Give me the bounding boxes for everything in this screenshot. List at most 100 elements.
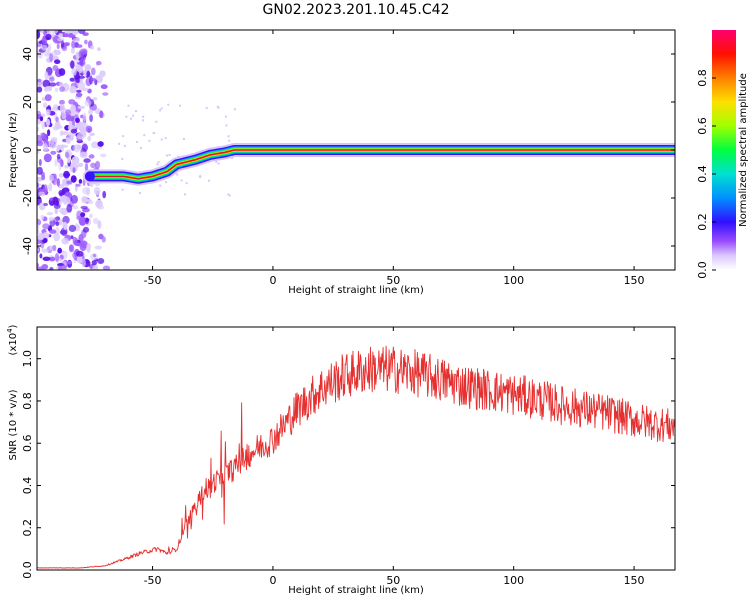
noise-speck xyxy=(217,106,220,109)
snr-y-label: SNR (10 * v/v) xyxy=(8,389,19,460)
noise-blob xyxy=(75,117,80,124)
noise-blob xyxy=(58,265,62,270)
noise-blob xyxy=(57,247,62,254)
noise-speck xyxy=(179,104,181,107)
noise-blob xyxy=(91,141,99,149)
noise-blob xyxy=(99,153,107,158)
noise-speck xyxy=(127,104,130,107)
noise-speck xyxy=(165,181,167,184)
noise-blob xyxy=(50,137,58,143)
noise-speck xyxy=(167,103,170,106)
noise-blob xyxy=(59,103,65,113)
snr-plot-area xyxy=(37,345,675,569)
noise-blob xyxy=(56,144,64,150)
noise-speck xyxy=(224,115,227,118)
spectrogram-y-ticks: -40 -20 0 20 40 xyxy=(21,47,675,255)
noise-blob xyxy=(85,217,89,225)
noise-blob xyxy=(85,125,93,133)
noise-blob xyxy=(42,232,50,240)
noise-speck xyxy=(184,193,187,196)
noise-speck xyxy=(139,191,142,194)
noise-blob xyxy=(66,204,73,213)
noise-blob xyxy=(49,245,53,251)
noise-blob xyxy=(48,182,53,192)
noise-speck xyxy=(207,179,210,182)
noise-speck xyxy=(155,120,158,123)
noise-speck xyxy=(159,184,162,187)
noise-blob xyxy=(46,118,51,127)
noise-blob xyxy=(42,238,48,244)
noise-blob xyxy=(82,187,90,195)
spectrogram-ridge xyxy=(83,143,675,186)
x-tick-label: -50 xyxy=(144,274,162,287)
noise-blob xyxy=(46,212,54,216)
colorbar-tick-label: 0.8 xyxy=(696,69,709,87)
noise-blob xyxy=(77,30,86,34)
noise-speck xyxy=(231,156,234,159)
noise-blob xyxy=(74,242,83,247)
noise-blob xyxy=(70,235,74,240)
noise-speck xyxy=(199,176,202,178)
spectrogram-y-label: Frequency (Hz) xyxy=(8,112,19,188)
noise-blob xyxy=(38,191,46,197)
noise-blob xyxy=(51,106,59,112)
noise-blob xyxy=(55,116,59,123)
noise-blob xyxy=(55,221,60,227)
noise-blob xyxy=(44,94,52,102)
noise-blob xyxy=(97,205,105,210)
noise-blob xyxy=(54,49,61,56)
y-tick-label: 0 xyxy=(21,147,34,154)
noise-blob xyxy=(46,30,51,35)
noise-speck xyxy=(164,137,167,140)
noise-blob xyxy=(86,243,92,250)
noise-blob xyxy=(37,223,40,231)
noise-speck xyxy=(160,138,163,141)
noise-blob xyxy=(65,137,71,144)
noise-blob xyxy=(43,30,47,37)
noise-blob xyxy=(99,110,104,119)
noise-blob xyxy=(74,161,80,168)
noise-blob xyxy=(79,126,86,135)
spectrogram-plot-area xyxy=(37,30,675,270)
noise-blob xyxy=(99,70,106,78)
noise-blob xyxy=(72,205,79,210)
noise-speck xyxy=(180,179,183,182)
noise-blob xyxy=(88,154,95,159)
noise-blob xyxy=(92,217,99,224)
y-tick-label: 20 xyxy=(21,95,34,109)
noise-speck xyxy=(118,142,121,145)
noise-blob xyxy=(45,33,52,41)
noise-blob xyxy=(91,260,98,266)
noise-blob xyxy=(71,40,76,49)
noise-blob xyxy=(84,39,88,45)
noise-blob xyxy=(101,236,106,243)
noise-blob xyxy=(86,70,91,78)
noise-blob xyxy=(102,190,107,199)
noise-blob xyxy=(89,213,93,219)
colorbar-ticks: 0.0 0.2 0.4 0.6 0.8 xyxy=(696,69,716,279)
noise-speck xyxy=(125,115,128,118)
noise-blob xyxy=(69,77,76,82)
noise-blob xyxy=(42,79,51,88)
noise-blob xyxy=(76,64,84,74)
noise-blob xyxy=(80,212,86,218)
noise-blob xyxy=(44,71,49,80)
noise-blob xyxy=(68,120,73,127)
noise-blob xyxy=(92,266,96,270)
noise-blob xyxy=(52,65,59,72)
noise-blob xyxy=(61,178,67,187)
x-tick-label: 150 xyxy=(624,574,645,587)
noise-blob xyxy=(79,57,86,67)
noise-blob xyxy=(39,116,44,122)
noise-blob xyxy=(43,203,48,206)
noise-blob xyxy=(61,237,69,245)
x-tick-label: 0 xyxy=(269,274,276,287)
noise-blob xyxy=(41,44,48,51)
x-tick-label: 100 xyxy=(503,274,524,287)
noise-speck xyxy=(159,109,162,112)
colorbar-label: Normalized spectral amplitude xyxy=(738,73,749,227)
noise-blob xyxy=(50,143,57,149)
noise-blob xyxy=(76,44,83,48)
noise-blob xyxy=(37,86,43,93)
noise-blob xyxy=(68,224,77,232)
